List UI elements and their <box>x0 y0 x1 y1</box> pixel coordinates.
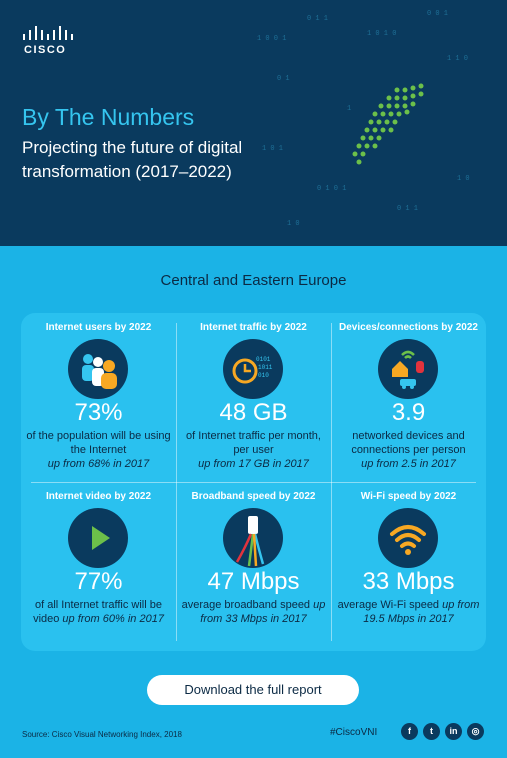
stats-panel: Internet users by 2022 73% of the popula… <box>21 313 486 651</box>
svg-text:0101: 0101 <box>256 356 271 363</box>
stat-title: Internet traffic by 2022 <box>200 322 307 333</box>
stat-description: networked devices and connections per pe… <box>335 429 482 471</box>
stat-desc-text: average Wi-Fi speed <box>337 599 440 611</box>
svg-text:1 0: 1 0 <box>457 175 470 183</box>
stat-description: average broadband speed up from 33 Mbps … <box>180 598 327 626</box>
stat-title: Broadband speed by 2022 <box>191 491 316 502</box>
cisco-logo-icon <box>23 26 73 40</box>
wifi-icon <box>378 508 438 568</box>
stat-note: up from 19.5 Mbps in 2017 <box>363 599 480 625</box>
stat-title: Devices/connections by 2022 <box>339 322 478 333</box>
share-icon[interactable]: ◎ <box>467 723 484 740</box>
stat-internet-traffic: Internet traffic by 2022 0101 1011 010 48 … <box>176 313 331 482</box>
stat-broadband-speed: Broadband speed by 2022 47 Mbps average … <box>176 482 331 651</box>
europe-dots-graphic: 1 0 0 1 0 1 1 1 0 1 0 0 0 1 0 1 1 1 0 1 0 1 0… <box>257 10 470 228</box>
stat-value: 47 Mbps <box>207 568 300 595</box>
region-heading: Central and Eastern Europe <box>160 272 347 289</box>
stat-desc-text: of all Internet traffic will be video <box>33 599 162 625</box>
stat-title: Wi-Fi speed by 2022 <box>360 491 457 502</box>
stat-value: 48 GB <box>219 399 288 426</box>
stat-desc-text: networked devices and connections per pe… <box>351 430 466 456</box>
stat-value: 3.9 <box>391 399 426 426</box>
stat-devices-connections: Devices/connections by 2022 3.9 networke… <box>331 313 486 482</box>
stat-value: 33 Mbps <box>362 568 455 595</box>
svg-text:1 0 0 1: 1 0 0 1 <box>257 35 286 43</box>
stat-title: Internet video by 2022 <box>45 491 152 502</box>
page-subtitle: Projecting the future of digital transfo… <box>22 138 243 181</box>
svg-text:1 0 1 0: 1 0 1 0 <box>367 30 396 38</box>
hashtag: #CiscoVNI <box>330 727 378 738</box>
linkedin-icon[interactable]: in <box>445 723 462 740</box>
svg-text:0 0 1: 0 0 1 <box>427 10 448 18</box>
stat-note: up from 60% in 2017 <box>62 613 164 625</box>
stat-description: of the population will be using the Inte… <box>25 429 172 471</box>
stat-value: 73% <box>74 399 123 426</box>
divider <box>331 323 332 641</box>
stat-desc-text: average broadband speed <box>181 599 311 611</box>
divider <box>176 323 177 641</box>
stat-wifi-speed: Wi-Fi speed by 2022 33 Mbps average Wi-F… <box>331 482 486 651</box>
stat-note: up from 33 Mbps in 2017 <box>200 599 326 625</box>
stat-internet-video: Internet video by 2022 77% of all Intern… <box>21 482 176 651</box>
divider <box>31 482 476 483</box>
facebook-icon[interactable]: f <box>401 723 418 740</box>
svg-text:0 1 1: 0 1 1 <box>397 205 418 213</box>
svg-text:0 1 0 1: 0 1 0 1 <box>317 185 346 193</box>
page-title: By The Numbers <box>22 104 195 130</box>
stat-description: of Internet traffic per month, per user … <box>180 429 327 471</box>
stat-note: up from 2.5 in 2017 <box>361 458 456 470</box>
stat-desc-text: of Internet traffic per month, per user <box>186 430 321 456</box>
twitter-icon[interactable]: t <box>423 723 440 740</box>
svg-text:1: 1 <box>347 105 351 113</box>
stat-value: 77% <box>74 568 123 595</box>
stat-note: up from 17 GB in 2017 <box>198 458 309 470</box>
download-report-button[interactable]: Download the full report <box>147 675 359 705</box>
connected-home-icon <box>378 339 438 399</box>
svg-text:0 1 1: 0 1 1 <box>307 15 328 23</box>
stat-description: average Wi-Fi speed up from 19.5 Mbps in… <box>335 598 482 626</box>
fiber-cable-icon <box>223 508 283 568</box>
source-citation: Source: Cisco Visual Networking Index, 2… <box>22 730 182 739</box>
stat-internet-users: Internet users by 2022 73% of the popula… <box>21 313 176 482</box>
svg-text:1 0: 1 0 <box>287 220 300 228</box>
stat-note: up from 68% in 2017 <box>47 458 150 470</box>
svg-text:1011: 1011 <box>258 364 273 371</box>
stat-desc-text: of the population will be using the Inte… <box>26 430 171 456</box>
svg-text:0 1: 0 1 <box>277 75 290 83</box>
cisco-logo-text: CISCO <box>24 44 67 56</box>
hero-banner: 1 0 0 1 0 1 1 1 0 1 0 0 0 1 0 1 1 1 0 1 0 1 0… <box>0 0 507 246</box>
stat-title: Internet users by 2022 <box>45 322 152 333</box>
play-icon <box>68 508 128 568</box>
people-icon <box>68 339 128 399</box>
svg-text:1 0 1: 1 0 1 <box>262 145 283 153</box>
svg-text:010: 010 <box>258 372 269 379</box>
svg-text:1 1 0: 1 1 0 <box>447 55 468 63</box>
stat-description: of all Internet traffic will be video up… <box>25 598 172 626</box>
